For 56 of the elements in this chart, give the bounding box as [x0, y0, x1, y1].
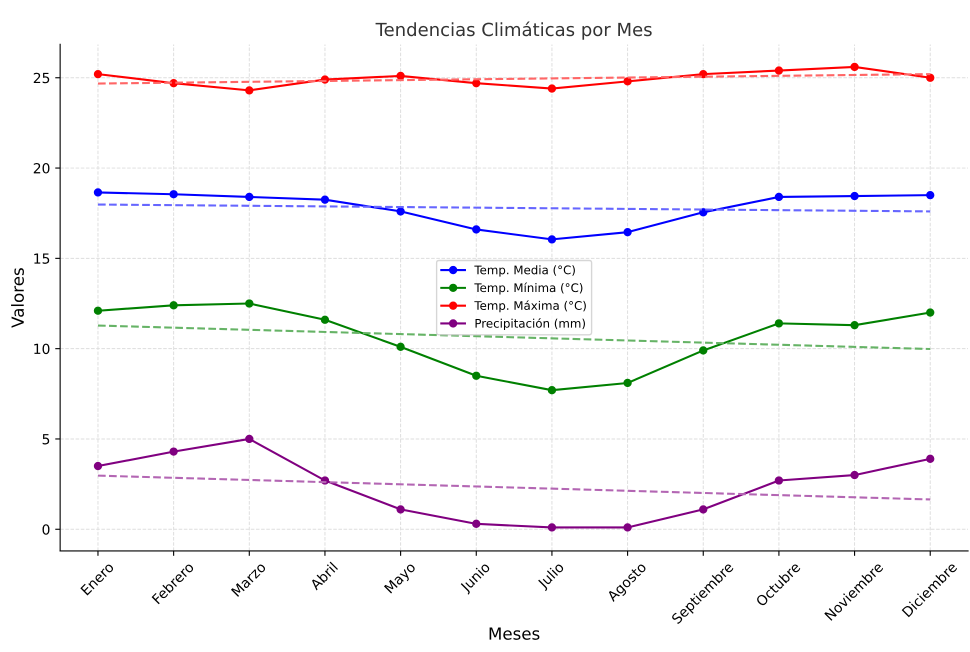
y-tick-label: 10	[34, 344, 50, 354]
point	[699, 505, 708, 514]
point	[169, 447, 178, 456]
point	[699, 208, 708, 216]
point	[396, 505, 405, 514]
point	[926, 308, 934, 317]
point	[472, 520, 480, 528]
point	[926, 190, 934, 200]
point	[774, 192, 784, 202]
y-axis-title: Valores	[11, 268, 24, 328]
point	[245, 192, 254, 202]
point	[396, 207, 405, 216]
y-tick-label: 25	[34, 72, 50, 84]
point	[472, 225, 480, 234]
point	[169, 301, 178, 310]
point	[926, 74, 934, 82]
point	[774, 66, 784, 75]
y-tick-label: 5	[42, 434, 50, 444]
point	[396, 342, 405, 352]
legend-label: Precipitación (mm)	[476, 318, 585, 330]
point	[548, 235, 556, 244]
point	[850, 62, 859, 72]
point	[245, 434, 254, 444]
y-tick-label: 0	[42, 524, 50, 535]
point	[548, 84, 556, 93]
y-tick-label: 15	[34, 254, 50, 264]
point	[699, 346, 708, 355]
point	[472, 372, 480, 380]
point	[245, 299, 254, 308]
point	[548, 386, 556, 394]
point	[774, 476, 784, 485]
point	[94, 188, 102, 197]
point	[774, 319, 784, 328]
point	[94, 462, 102, 470]
point	[396, 72, 405, 80]
point	[623, 77, 632, 86]
point	[623, 378, 632, 388]
point	[850, 321, 859, 330]
point	[320, 316, 330, 324]
chart-title: Tendencias Climáticas por Mes	[376, 22, 652, 40]
point	[548, 523, 556, 532]
point	[320, 195, 330, 204]
y-tick-label: 20	[34, 163, 50, 174]
legend-label: Temp. Máxima (°C)	[474, 300, 586, 312]
point	[94, 70, 102, 78]
point	[169, 190, 178, 198]
legend-label: Temp. Media (°C)	[474, 265, 575, 277]
legend-label: Temp. Mínima (°C)	[474, 282, 582, 294]
point	[94, 306, 102, 315]
point	[623, 523, 632, 532]
x-axis-title: Meses	[490, 627, 540, 640]
point	[926, 454, 934, 463]
point	[850, 470, 859, 480]
point	[245, 86, 254, 95]
point	[850, 192, 859, 200]
point	[623, 228, 632, 236]
